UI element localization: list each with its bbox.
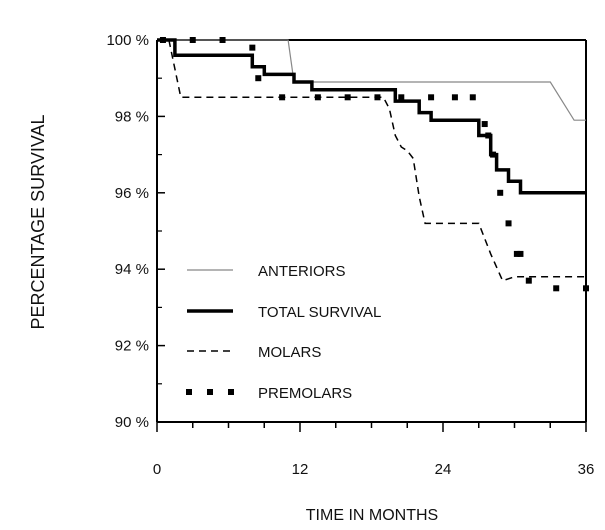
- legend-swatch-premolars-dot-2: [207, 389, 213, 395]
- data-point-premolars: [314, 94, 321, 101]
- x-tick-label: 36: [578, 461, 595, 478]
- data-point-premolars: [344, 94, 351, 101]
- legend-label-molars: MOLARS: [258, 344, 321, 361]
- data-point-premolars: [398, 94, 405, 101]
- y-tick-label: 92 %: [115, 338, 149, 355]
- series-premolars: [159, 37, 589, 292]
- series-line-anteriors: [157, 39, 586, 121]
- data-point-premolars: [513, 250, 520, 257]
- data-point-premolars: [428, 94, 435, 101]
- y-tick-label: 100 %: [106, 32, 149, 49]
- data-point-premolars: [481, 121, 488, 128]
- y-tick-label: 98 %: [115, 108, 149, 125]
- data-point-premolars: [249, 44, 256, 51]
- data-point-premolars: [219, 37, 226, 43]
- data-point-premolars: [189, 37, 196, 43]
- data-point-premolars: [505, 220, 512, 227]
- data-point-premolars: [525, 277, 532, 284]
- x-tick-label: 24: [435, 461, 452, 478]
- legend-label-anteriors: ANTERIORS: [258, 263, 346, 280]
- x-tick-label: 12: [292, 461, 309, 478]
- data-point-premolars: [583, 285, 589, 292]
- y-tick-label: 90 %: [115, 414, 149, 431]
- data-point-premolars: [159, 37, 166, 43]
- data-point-premolars: [553, 285, 560, 292]
- legend: ANTERIORS TOTAL SURVIVAL MOLARS PREMOLAR…: [186, 263, 381, 402]
- y-axis-label: PERCENTAGE SURVIVAL: [28, 114, 48, 329]
- data-point-premolars: [374, 94, 381, 101]
- x-axis-label: TIME IN MONTHS: [306, 507, 438, 524]
- legend-label-premolars: PREMOLARS: [258, 385, 352, 402]
- data-point-premolars: [279, 94, 286, 101]
- data-point-premolars: [485, 132, 492, 139]
- data-point-premolars: [451, 94, 458, 101]
- legend-label-total-survival: TOTAL SURVIVAL: [258, 304, 381, 321]
- data-point-premolars: [497, 189, 504, 196]
- series-layer: [157, 37, 589, 292]
- series-line-total-survival: [157, 38, 586, 195]
- data-point-premolars: [517, 250, 524, 257]
- series-line-molars: [157, 39, 586, 282]
- data-point-premolars: [255, 75, 262, 82]
- legend-swatch-premolars-dot-3: [228, 389, 234, 395]
- legend-swatch-premolars-dot-1: [186, 389, 192, 395]
- y-tick-label: 96 %: [115, 185, 149, 202]
- data-point-premolars: [469, 94, 476, 101]
- y-tick-label: 94 %: [115, 261, 149, 278]
- x-tick-label: 0: [153, 461, 161, 478]
- data-point-premolars: [490, 151, 497, 158]
